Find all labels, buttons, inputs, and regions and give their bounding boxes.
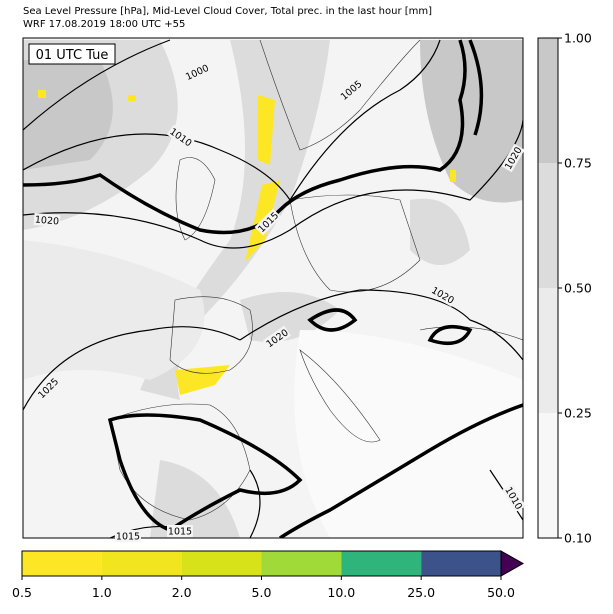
contour-label-bg <box>428 283 458 307</box>
precip-colorbar-segment <box>421 551 501 576</box>
contour-label-bg <box>502 483 526 513</box>
precip-colorbar-segment <box>261 551 342 576</box>
precip-colorbar-tick-label: 10.0 <box>327 585 355 600</box>
cloud-colorbar-tick-label: 0.10 <box>564 531 592 546</box>
contour-label-bg <box>33 212 61 228</box>
title: Sea Level Pressure [hPa], Mid-Level Clou… <box>23 6 432 17</box>
contour-label-bg <box>262 325 292 351</box>
map-frame <box>22 37 524 539</box>
contour-label: 1015 <box>168 527 192 538</box>
contour-label-bg <box>166 124 196 150</box>
isobars <box>23 39 523 538</box>
precip-colorbar-segment <box>101 551 182 576</box>
time-box <box>28 43 116 65</box>
contour-label: 1015 <box>116 532 140 543</box>
contour-label-bg <box>337 77 365 103</box>
cloud-colorbar-tick-label: 0.50 <box>564 281 592 296</box>
contour-label-bg <box>34 374 62 402</box>
contour-label-bg <box>182 61 212 83</box>
contour-label-bg <box>254 208 282 236</box>
precip-colorbar-segment <box>341 551 422 576</box>
cloud-colorbar-segment <box>538 163 558 288</box>
contour-label-bg <box>115 530 141 542</box>
cloud-colorbar-segment <box>538 413 558 538</box>
precip-colorbar-tick-label: 5.0 <box>252 585 272 600</box>
contour-label-bg <box>501 143 525 173</box>
precip-colorbar-segment <box>181 551 262 576</box>
contour-label-bg <box>167 525 193 537</box>
time-label: 01 UTC Tue <box>36 48 109 63</box>
cloud-colorbar-segment <box>538 288 558 413</box>
precip-colorbar-tick-label: 0.5 <box>12 585 32 600</box>
precip-colorbar-tick-label: 2.0 <box>172 585 192 600</box>
precip-colorbar-tick-label: 25.0 <box>407 585 435 600</box>
precip-colorbar-tick-label: 50.0 <box>487 585 515 600</box>
cloud-colorbar-segment <box>538 38 558 163</box>
precip-colorbar-tick-label: 1.0 <box>92 585 112 600</box>
precip-colorbar-extend <box>500 550 525 577</box>
cloud-colorbar-tick-label: 1.00 <box>564 31 592 46</box>
cloud-colorbar-tick-label: 0.25 <box>564 406 592 421</box>
subtitle: WRF 17.08.2019 18:00 UTC +55 <box>23 19 185 30</box>
contour-label: 1020 <box>34 214 59 227</box>
cloud-cover <box>23 40 523 538</box>
map: 01 UTC Tue <box>22 37 524 539</box>
cloud-colorbar-tick-label: 0.75 <box>564 156 592 171</box>
precip-colorbar-segment <box>22 551 102 576</box>
